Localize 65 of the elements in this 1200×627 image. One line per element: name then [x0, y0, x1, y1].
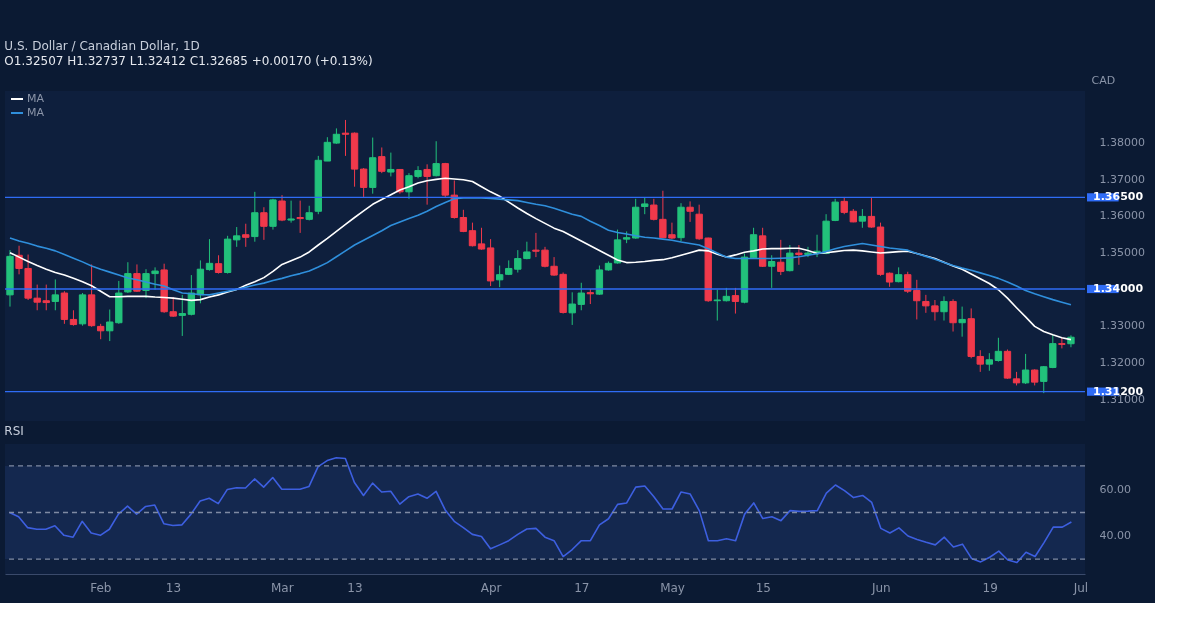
candlestick — [205, 238, 214, 272]
candlestick — [323, 136, 332, 162]
candlestick — [233, 226, 241, 248]
y-tick-label: 60.00 — [1099, 482, 1131, 496]
candlestick — [1021, 353, 1030, 385]
candlestick — [495, 265, 504, 288]
candlestick — [867, 197, 876, 229]
x-tick-label: Feb — [90, 580, 112, 595]
candlestick — [432, 140, 440, 177]
candlestick — [378, 146, 386, 174]
candlestick — [260, 206, 268, 241]
chart-title: RSI — [4, 424, 24, 438]
candlestick — [994, 337, 1003, 363]
candlestick — [858, 208, 867, 229]
x-tick-label: Mar — [270, 580, 294, 595]
y-tick-label: 1.35000 — [1099, 245, 1145, 259]
candlestick — [1058, 336, 1066, 349]
y-tick-label: 1.37000 — [1099, 172, 1145, 186]
candlestick — [713, 289, 721, 322]
candlestick — [396, 168, 404, 195]
candlestick — [287, 200, 295, 224]
x-tick-label: Apr — [480, 580, 502, 595]
candlestick — [387, 152, 395, 177]
y-tick-label: 1.38000 — [1099, 135, 1145, 149]
y-axis-title: CAD — [1091, 73, 1116, 87]
candlestick — [178, 294, 186, 337]
x-tick-label: 13 — [347, 580, 363, 595]
candlestick — [958, 306, 966, 338]
candlestick — [777, 239, 785, 276]
candlestick — [242, 223, 250, 248]
x-tick-label: Jun — [870, 580, 891, 595]
y-tick-label: 40.00 — [1099, 529, 1131, 543]
ref-line-label: 1.34000 — [1093, 282, 1144, 295]
candlestick — [477, 227, 486, 251]
candlestick — [768, 254, 776, 289]
legend-label: MA — [27, 106, 45, 119]
chart-title: U.S. Dollar / Canadian Dollar, 1D — [4, 39, 200, 53]
candlestick — [613, 229, 622, 265]
x-tick-label: 15 — [755, 580, 771, 595]
candlestick — [51, 278, 59, 311]
candlestick — [795, 244, 803, 266]
candlestick — [251, 191, 259, 243]
candlestick — [686, 200, 694, 223]
candlestick — [214, 254, 223, 275]
y-tick-label: 1.33000 — [1099, 319, 1145, 333]
x-tick-label: 13 — [165, 580, 182, 595]
x-tick-label: 17 — [574, 580, 590, 595]
candlestick — [940, 295, 948, 322]
candlestick — [786, 244, 794, 272]
x-tick-label: 19 — [982, 580, 998, 595]
candlestick — [278, 194, 286, 222]
y-tick-label: 1.36000 — [1099, 209, 1145, 223]
candlestick — [731, 287, 740, 315]
candlestick — [296, 200, 304, 234]
candlestick — [341, 119, 350, 157]
legend-label: MA — [27, 92, 45, 105]
y-tick-label: 1.32000 — [1099, 355, 1145, 369]
line-series — [9, 177, 1072, 341]
x-tick-label: Jul — [1072, 580, 1089, 595]
candlestick — [359, 167, 368, 198]
candlestick — [423, 163, 431, 206]
x-tick-label: May — [660, 580, 685, 595]
ref-line-label: 1.36500 — [1093, 190, 1144, 204]
candlestick — [949, 298, 957, 333]
chart-subtitle: O1.32507 H1.32737 L1.32412 C1.32685 +0.00170 (+0.13%) — [4, 54, 373, 68]
